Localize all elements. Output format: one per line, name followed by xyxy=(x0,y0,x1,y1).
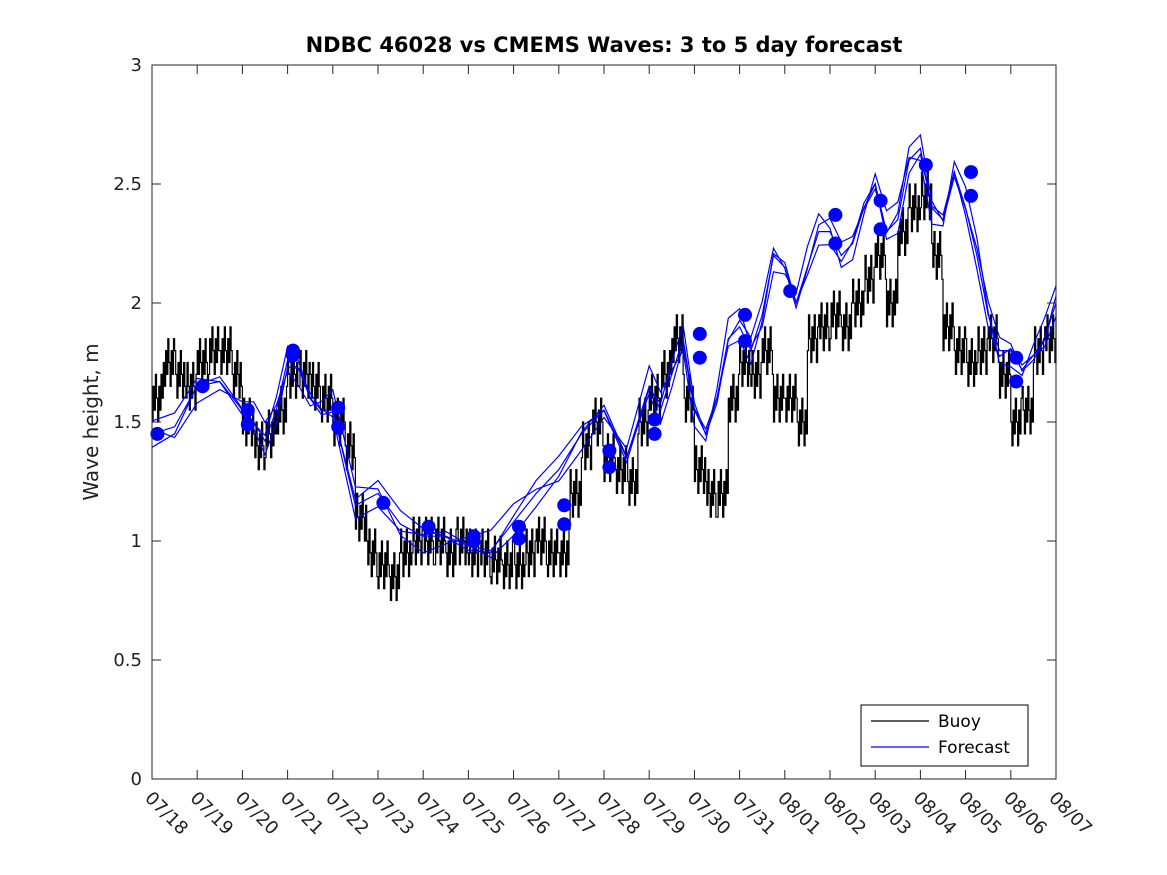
forecast-point xyxy=(1009,374,1024,389)
forecast-point xyxy=(150,426,165,441)
forecast-point xyxy=(828,207,843,222)
y-tick-label: 3 xyxy=(131,55,142,76)
forecast-point xyxy=(692,326,707,341)
forecast-point xyxy=(738,307,752,322)
forecast-point xyxy=(783,284,798,299)
forecast-point xyxy=(466,534,481,548)
forecast-point xyxy=(286,348,300,363)
forecast-point xyxy=(240,403,255,418)
forecast-point xyxy=(918,158,933,172)
forecast-point xyxy=(692,350,707,365)
forecast-point xyxy=(873,222,888,237)
forecast-point xyxy=(331,419,346,434)
forecast-series-line xyxy=(151,156,1057,554)
buoy-series-line xyxy=(152,171,1057,602)
y-tick-label: 2.5 xyxy=(113,174,142,195)
forecast-point xyxy=(376,495,391,510)
forecast-point xyxy=(240,417,255,432)
chart-title: NDBC 46028 vs CMEMS Waves: 3 to 5 day fo… xyxy=(306,33,903,57)
y-tick-label: 2 xyxy=(131,293,142,314)
legend-forecast-label: Forecast xyxy=(938,738,1010,758)
legend: Buoy Forecast xyxy=(860,704,1029,767)
forecast-point xyxy=(512,531,526,546)
forecast-point xyxy=(421,519,436,534)
forecast-point xyxy=(873,193,888,208)
forecast-point xyxy=(512,519,526,534)
forecast-point xyxy=(738,334,752,349)
forecast-series-line xyxy=(151,152,1057,559)
forecast-point xyxy=(602,443,617,458)
y-tick-label: 1.5 xyxy=(113,412,142,433)
forecast-point xyxy=(602,460,617,475)
y-axis-label: Wave height, m xyxy=(79,343,103,500)
forecast-point xyxy=(1009,350,1024,365)
forecast-point xyxy=(195,379,210,394)
forecast-point xyxy=(331,400,346,415)
forecast-point xyxy=(647,426,662,441)
forecast-point xyxy=(557,517,572,532)
forecast-point xyxy=(647,412,662,427)
forecast-point xyxy=(828,236,843,251)
plot-area xyxy=(150,133,1057,602)
y-tick-label: 0.5 xyxy=(113,650,142,671)
legend-box xyxy=(860,704,1029,767)
y-tick-label: 0 xyxy=(131,769,142,790)
y-tick-label: 1 xyxy=(131,531,142,552)
forecast-point xyxy=(964,188,978,203)
legend-buoy-label: Buoy xyxy=(938,712,981,732)
forecast-point xyxy=(964,165,978,180)
forecast-point xyxy=(557,498,572,513)
